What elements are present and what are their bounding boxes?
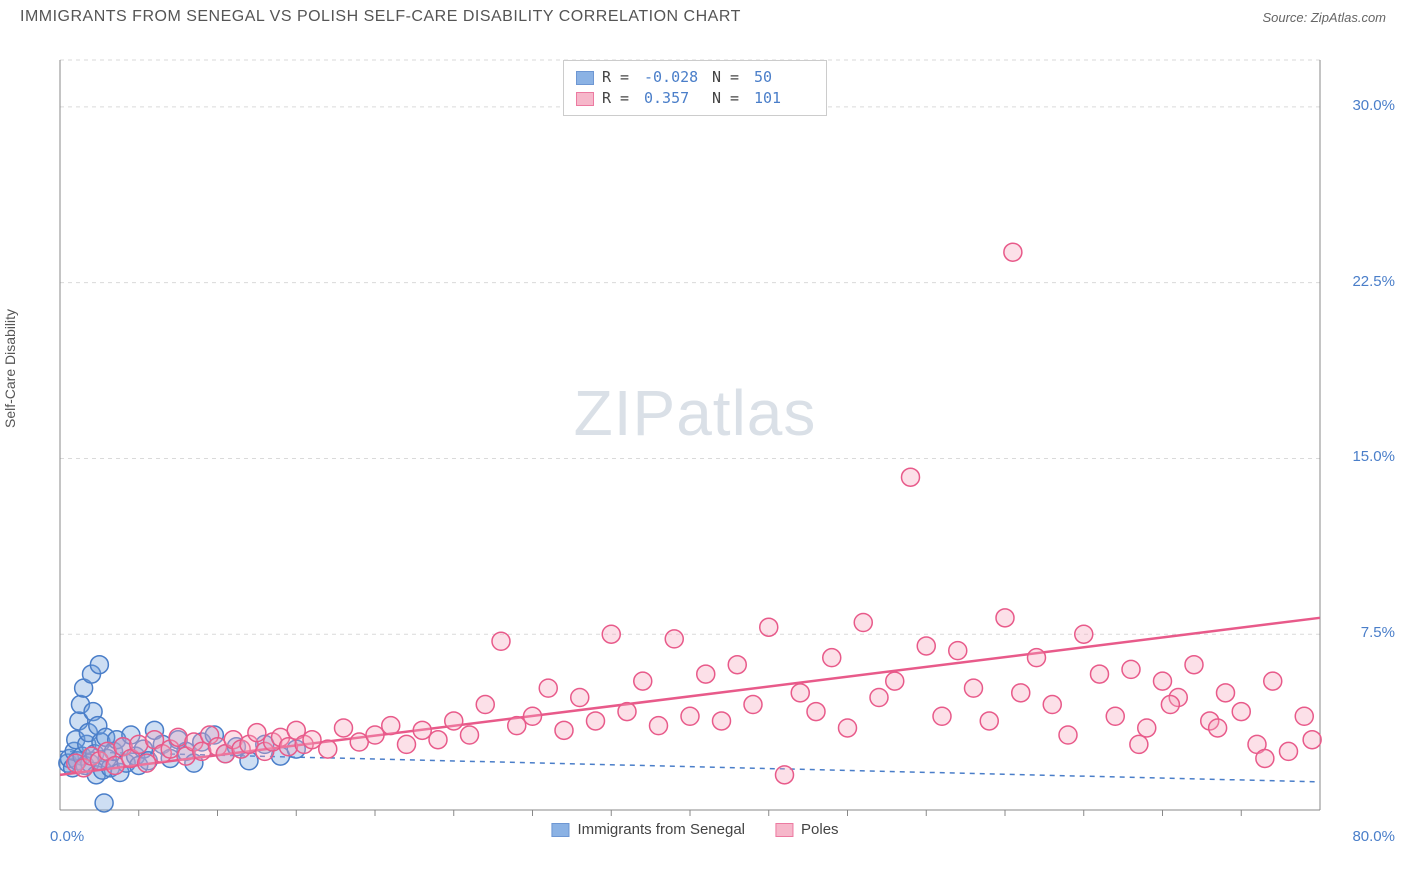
y-tick-label: 15.0% xyxy=(1352,448,1395,465)
chart-area: ZIPatlas R = -0.028 N = 50 R = 0.357 N =… xyxy=(50,50,1340,840)
legend-item-poles: Poles xyxy=(775,821,839,838)
n-value-senegal: 50 xyxy=(754,67,814,88)
chart-title: IMMIGRANTS FROM SENEGAL VS POLISH SELF-C… xyxy=(20,8,741,26)
correlation-legend: R = -0.028 N = 50 R = 0.357 N = 101 xyxy=(563,60,827,116)
chart-header: IMMIGRANTS FROM SENEGAL VS POLISH SELF-C… xyxy=(0,0,1406,30)
scatter-plot-svg xyxy=(50,50,1340,840)
r-label: R = xyxy=(602,88,636,109)
n-label: N = xyxy=(712,88,746,109)
legend-item-senegal: Immigrants from Senegal xyxy=(551,821,745,838)
swatch-poles xyxy=(576,92,594,106)
y-tick-label: 7.5% xyxy=(1361,624,1395,641)
n-label: N = xyxy=(712,67,746,88)
r-label: R = xyxy=(602,67,636,88)
swatch-senegal xyxy=(551,823,569,837)
legend-label-senegal: Immigrants from Senegal xyxy=(577,821,745,838)
n-value-poles: 101 xyxy=(754,88,814,109)
legend-label-poles: Poles xyxy=(801,821,839,838)
correlation-legend-row-poles: R = 0.357 N = 101 xyxy=(576,88,814,109)
r-value-poles: 0.357 xyxy=(644,88,704,109)
x-axis-max-label: 80.0% xyxy=(1352,828,1395,845)
y-axis-label: Self-Care Disability xyxy=(2,309,18,428)
r-value-senegal: -0.028 xyxy=(644,67,704,88)
swatch-senegal xyxy=(576,71,594,85)
y-tick-label: 22.5% xyxy=(1352,273,1395,290)
series-legend: Immigrants from Senegal Poles xyxy=(551,821,838,838)
chart-source: Source: ZipAtlas.com xyxy=(1262,10,1386,25)
y-tick-label: 30.0% xyxy=(1352,97,1395,114)
x-axis-min-label: 0.0% xyxy=(50,828,84,845)
swatch-poles xyxy=(775,823,793,837)
correlation-legend-row-senegal: R = -0.028 N = 50 xyxy=(576,67,814,88)
